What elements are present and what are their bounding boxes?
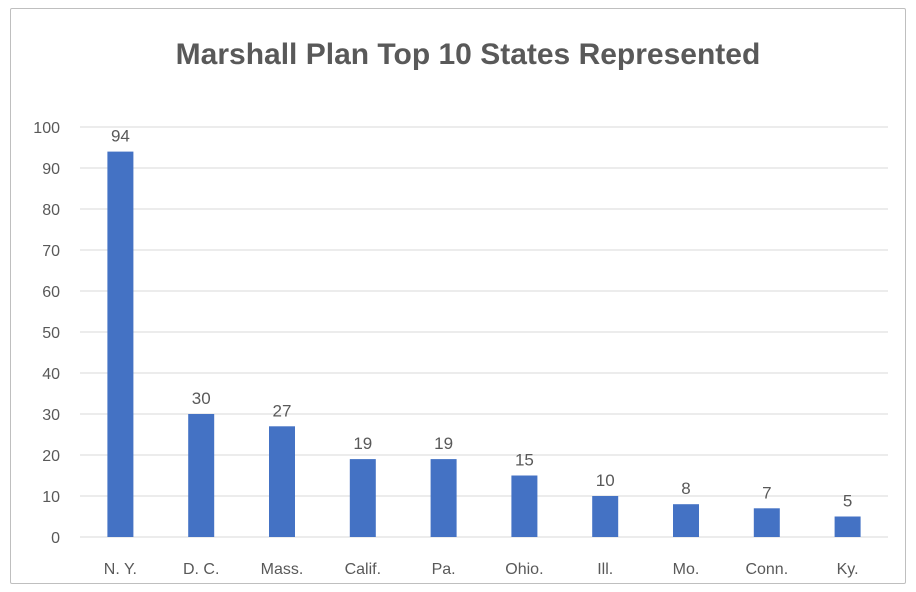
data-label: 19 <box>434 434 453 453</box>
bar <box>188 414 215 537</box>
data-label: 19 <box>353 434 372 453</box>
chart-frame <box>10 8 906 584</box>
data-label: 5 <box>843 492 852 511</box>
y-axis-ticks: 0 10 20 30 40 50 60 70 80 90 100 <box>33 120 60 547</box>
y-tick-label: 10 <box>42 489 60 506</box>
data-labels: 94 30 27 19 19 15 10 8 7 5 <box>111 127 852 511</box>
y-tick-label: 20 <box>42 448 60 465</box>
data-label: 10 <box>596 471 615 490</box>
bar <box>269 426 295 537</box>
data-label: 7 <box>762 483 771 502</box>
category-label: Ill. <box>597 561 613 578</box>
category-label: Conn. <box>745 561 788 578</box>
y-tick-label: 30 <box>42 407 60 424</box>
data-label: 30 <box>192 389 211 408</box>
category-label: N. Y. <box>104 561 137 578</box>
chart-title: Marshall Plan Top 10 States Represented <box>175 38 761 71</box>
y-tick-label: 60 <box>42 284 60 301</box>
y-tick-label: 70 <box>42 243 60 260</box>
y-tick-label: 100 <box>33 120 60 137</box>
y-tick-label: 50 <box>42 325 60 342</box>
category-label: Ohio. <box>505 561 543 578</box>
category-label: Ky. <box>837 561 859 578</box>
category-label: Calif. <box>345 561 381 578</box>
category-label: Pa. <box>432 561 456 578</box>
data-label: 94 <box>111 127 130 146</box>
data-label: 8 <box>681 479 690 498</box>
x-axis-categories: N. Y. D. C. Mass. Calif. Pa. Ohio. Ill. Mo. Conn… <box>104 561 859 578</box>
bar <box>592 496 619 537</box>
data-label: 27 <box>273 401 292 420</box>
y-tick-label: 80 <box>42 202 60 219</box>
bars <box>107 151 861 537</box>
category-label: Mass. <box>261 561 304 578</box>
bar <box>753 508 780 537</box>
bar <box>834 516 861 537</box>
gridlines <box>80 126 888 538</box>
y-tick-label: 40 <box>42 366 60 383</box>
category-label: Mo. <box>673 561 700 578</box>
data-label: 15 <box>515 451 534 470</box>
bar <box>107 151 134 537</box>
y-tick-label: 0 <box>51 530 60 547</box>
category-label: D. C. <box>183 561 219 578</box>
bar <box>349 459 376 537</box>
bar <box>673 504 699 537</box>
bar <box>511 475 538 537</box>
bar <box>430 459 457 537</box>
y-tick-label: 90 <box>42 161 60 178</box>
